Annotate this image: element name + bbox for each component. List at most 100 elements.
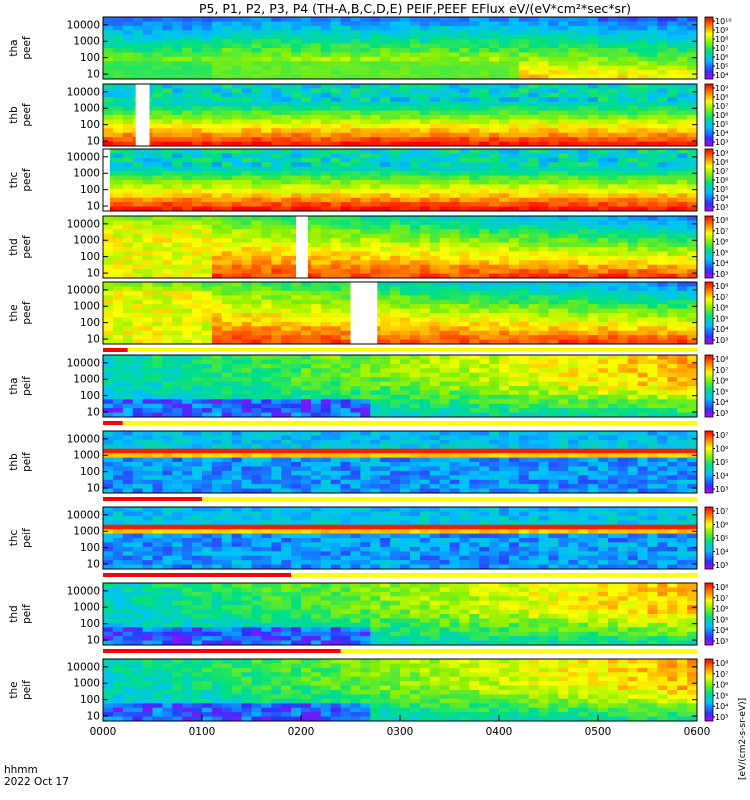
spectrogram-cell	[429, 295, 440, 301]
spectrogram-cell	[202, 372, 213, 378]
spectrogram-cell	[291, 180, 302, 185]
spectrogram-cell	[508, 39, 520, 44]
spectrogram-cell	[112, 412, 124, 418]
spectrogram-cell	[687, 197, 698, 203]
spectrogram-cell	[409, 335, 421, 340]
spectrogram-cell	[439, 25, 450, 31]
spectrogram-cell	[251, 153, 262, 159]
spectrogram-cell	[598, 171, 609, 176]
spectrogram-cell	[677, 171, 688, 176]
spectrogram-cell	[291, 295, 302, 301]
spectrogram-cell	[122, 372, 134, 378]
spectrogram-cell	[241, 233, 252, 239]
spectrogram-cell	[271, 290, 282, 296]
spectrogram-cell	[132, 282, 143, 287]
spectrogram-cell	[528, 264, 539, 270]
spectrogram-cell	[568, 273, 579, 279]
spectrogram-cell	[508, 233, 520, 239]
spectrogram-cell	[469, 92, 480, 98]
spectrogram-cell	[647, 92, 658, 98]
y-tick-label: 10	[87, 201, 100, 213]
spectrogram-cell	[261, 184, 272, 190]
spectrogram-cell	[261, 273, 272, 279]
spectrogram-cell	[380, 260, 391, 266]
spectrogram-cell	[637, 264, 648, 270]
spectrogram-cell	[439, 17, 450, 22]
spectrogram-cell	[578, 339, 589, 345]
spectrogram-cell	[400, 260, 411, 266]
spectrogram-cell	[241, 52, 252, 58]
spectrogram-cell	[350, 153, 361, 159]
spectrogram-cell	[687, 21, 698, 27]
spectrogram-cell	[439, 56, 450, 62]
spectrogram-cell	[677, 304, 688, 309]
spectrogram-cell	[142, 282, 153, 287]
spectrogram-cell	[202, 299, 213, 305]
spectrogram-cell	[479, 43, 490, 49]
spectrogram-cell	[360, 97, 371, 103]
spectrogram-cell	[409, 92, 421, 98]
spectrogram-cell	[301, 394, 312, 400]
spectrogram-cell	[162, 381, 173, 387]
spectrogram-cell	[103, 119, 114, 125]
spectrogram-cell	[132, 216, 143, 221]
spectrogram-cell	[677, 269, 688, 274]
spectrogram-cell	[271, 52, 282, 58]
spectrogram-cell	[112, 21, 124, 27]
spectrogram-cell	[518, 238, 530, 243]
spectrogram-cell	[548, 260, 559, 266]
spectrogram-cell	[538, 290, 549, 296]
spectrogram-cell	[439, 128, 450, 134]
spectrogram-cell	[261, 330, 272, 336]
spectrogram-cell	[528, 206, 539, 212]
spectrogram-cell	[112, 137, 124, 142]
spectrogram-cell	[350, 175, 361, 181]
spectrogram-cell	[162, 188, 173, 194]
spectrogram-cell	[578, 88, 589, 94]
spectrogram-cell	[162, 149, 173, 154]
spectrogram-cell	[301, 197, 312, 203]
spectrogram-cell	[122, 84, 134, 89]
spectrogram-cell	[548, 34, 559, 40]
spectrogram-cell	[439, 363, 450, 369]
spectrogram-cell	[103, 313, 114, 318]
spectrogram-cell	[172, 115, 183, 120]
spectrogram-cell	[281, 304, 292, 309]
spectrogram-cell	[598, 335, 609, 340]
spectrogram-cell	[330, 197, 341, 203]
spectrogram-cell	[548, 132, 559, 138]
spectrogram-cell	[320, 43, 332, 49]
spectrogram-cell	[360, 166, 371, 172]
spectrogram-cell	[112, 255, 124, 261]
spectrogram-cell	[627, 282, 638, 287]
spectrogram-cell	[607, 269, 619, 274]
spectrogram-cell	[419, 74, 431, 80]
spectrogram-cell	[528, 363, 539, 369]
spectrogram-cell	[627, 193, 638, 199]
spectrogram-cell	[231, 65, 242, 71]
spectrogram-cell	[677, 115, 688, 120]
spectrogram-cell	[310, 193, 322, 199]
spectrogram-cell	[360, 229, 371, 235]
spectrogram-cell	[499, 101, 510, 107]
spectrogram-cell	[261, 355, 272, 360]
spectrogram-cell	[132, 61, 143, 67]
spectrogram-cell	[687, 166, 698, 172]
spectrogram-cell	[568, 193, 579, 199]
spectrogram-cell	[409, 188, 421, 194]
spectrogram-cell	[103, 299, 114, 305]
spectrogram-cell	[261, 206, 272, 212]
spectrogram-cell	[469, 65, 480, 71]
spectrogram-cell	[241, 128, 252, 134]
spectrogram-cell	[598, 238, 609, 243]
spectrogram-cell	[320, 137, 332, 142]
spectrogram-cell	[400, 304, 411, 309]
spectrogram-cell	[182, 149, 193, 154]
spectrogram-cell	[607, 175, 619, 181]
spectrogram-cell	[202, 119, 213, 125]
spectrogram-cell	[657, 21, 668, 27]
spectrogram-cell	[489, 92, 500, 98]
spectrogram-cell	[627, 229, 638, 235]
spectrogram-cell	[152, 363, 163, 369]
spectrogram-cell	[469, 290, 480, 296]
